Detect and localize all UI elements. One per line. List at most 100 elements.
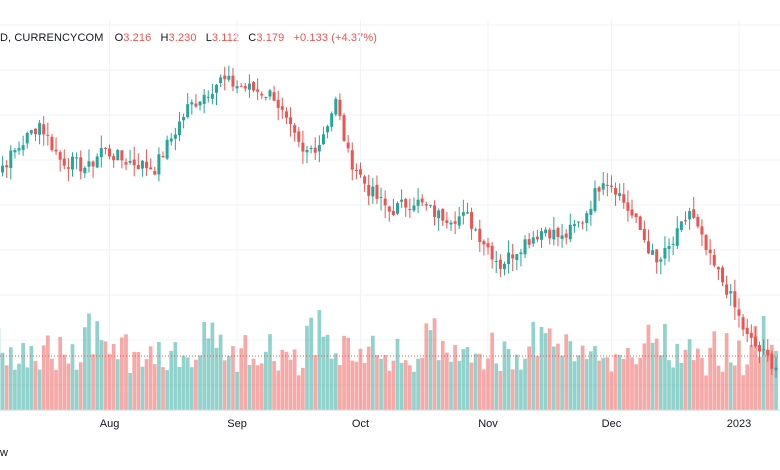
volume-bar xyxy=(329,358,334,410)
volume-bar xyxy=(124,334,128,410)
candle-body xyxy=(741,317,745,330)
candle-body xyxy=(145,161,149,169)
candle-body xyxy=(108,148,112,157)
candle-body xyxy=(313,147,317,153)
volume-bar xyxy=(235,371,239,410)
volume-bar xyxy=(482,369,486,410)
candle-body xyxy=(54,149,58,152)
volume-bar xyxy=(173,342,178,410)
volume-bar xyxy=(531,321,536,410)
volume-bar xyxy=(465,347,470,410)
candle-body xyxy=(498,259,502,269)
volume-bar xyxy=(428,330,433,410)
volume-bar xyxy=(539,326,544,410)
candle-body xyxy=(725,284,729,295)
volume-bar xyxy=(8,347,13,410)
candle-body xyxy=(243,86,247,89)
volume-bar xyxy=(161,367,165,410)
candle-body xyxy=(305,149,309,153)
volume-bar xyxy=(543,333,548,410)
candle-body xyxy=(206,96,210,98)
volume-bar xyxy=(638,357,643,410)
volume-bar xyxy=(132,351,137,410)
x-tick-label: Oct xyxy=(352,418,369,430)
candle-body xyxy=(663,247,667,259)
candle-body xyxy=(194,103,198,107)
candle-body xyxy=(646,241,650,254)
volume-bar xyxy=(408,365,412,410)
volume-bar xyxy=(251,358,256,410)
candle-body xyxy=(153,170,157,175)
candle-body xyxy=(120,150,124,161)
volume-bar xyxy=(58,336,63,410)
candle-body xyxy=(128,160,132,163)
volume-bar xyxy=(264,351,268,410)
volume-bar xyxy=(91,354,95,410)
volume-bar xyxy=(469,362,474,410)
volume-bar xyxy=(366,346,371,410)
volume-bar xyxy=(321,336,326,410)
volume-bar xyxy=(572,361,577,410)
candle-body xyxy=(733,291,737,308)
volume-bar xyxy=(617,354,622,410)
volume-bar xyxy=(33,360,38,410)
volume-bar xyxy=(453,344,457,410)
candle-body xyxy=(112,156,116,161)
high-key: H xyxy=(160,32,169,44)
candle-body xyxy=(638,216,642,230)
close-value: 3.179 xyxy=(256,32,285,44)
volume-bar xyxy=(654,338,659,410)
candle-body xyxy=(50,136,54,151)
volume-bar xyxy=(243,335,248,410)
volume-bar xyxy=(642,343,647,410)
candle-body xyxy=(609,185,613,187)
volume-bar xyxy=(313,355,318,410)
volume-bar xyxy=(169,350,174,410)
candle-body xyxy=(317,145,321,152)
candle-body xyxy=(391,210,395,215)
candle-body xyxy=(379,196,383,198)
volume-bar xyxy=(679,362,684,410)
volume-bar xyxy=(288,359,293,410)
volume-bar xyxy=(25,367,30,410)
candle-body xyxy=(737,309,741,316)
volume-bars xyxy=(0,310,778,410)
candle-body xyxy=(42,124,46,135)
volume-bar xyxy=(712,331,717,410)
candle-body xyxy=(700,226,704,235)
chart-legend: D, CURRENCYCOM O3.216 H3.230 L3.112 C3.1… xyxy=(0,32,383,44)
volume-bar xyxy=(436,360,441,410)
volume-bar xyxy=(432,318,437,410)
volume-bar xyxy=(115,359,120,410)
volume-bar xyxy=(490,332,494,410)
high-value: 3.230 xyxy=(168,32,197,44)
candle-body xyxy=(272,92,276,101)
candle-body xyxy=(264,96,268,98)
candle-body xyxy=(132,159,136,166)
volume-bar xyxy=(189,367,194,410)
volume-bar xyxy=(301,367,305,410)
candle-body xyxy=(95,156,99,168)
candles xyxy=(1,65,778,378)
candle-body xyxy=(548,229,552,239)
volume-bar xyxy=(416,358,420,410)
candle-body xyxy=(46,134,50,136)
candle-body xyxy=(552,229,556,240)
volume-bar xyxy=(362,362,367,410)
candle-body xyxy=(502,263,506,270)
candle-body xyxy=(321,134,325,145)
candle-body xyxy=(334,98,338,115)
candle-body xyxy=(387,206,391,212)
volume-bar xyxy=(103,341,108,410)
volume-bar xyxy=(239,348,244,410)
volume-bar xyxy=(99,340,104,410)
volume-bar xyxy=(140,366,145,410)
volume-bar xyxy=(70,344,75,410)
candle-body xyxy=(284,111,288,118)
candle-body xyxy=(482,241,486,245)
volume-bar xyxy=(29,345,34,410)
candle-body xyxy=(289,117,293,125)
volume-bar xyxy=(111,343,116,410)
volume-bar xyxy=(630,357,634,410)
